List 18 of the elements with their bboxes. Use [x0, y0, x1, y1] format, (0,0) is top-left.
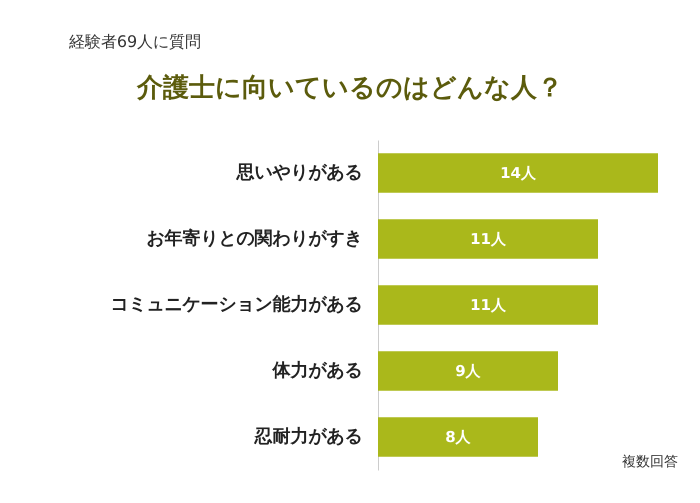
- data-label: 11人: [470, 230, 507, 248]
- data-label: 14人: [500, 164, 537, 182]
- bar: [378, 219, 598, 259]
- data-label: 9人: [455, 362, 482, 380]
- y-tick-label: お年寄りとの関わりがすき: [146, 228, 362, 249]
- annotation: 複数回答: [622, 454, 678, 470]
- y-tick-label: 思いやりがある: [236, 162, 362, 183]
- y-tick-label: 忍耐力がある: [254, 426, 362, 447]
- bar: [378, 351, 558, 391]
- bar: [378, 153, 658, 193]
- y-tick-label: コミュニケーション能力がある: [110, 294, 362, 315]
- text: 経験者69人に質問: [68, 32, 202, 51]
- bar: [378, 285, 598, 325]
- y-tick-label: 体力がある: [272, 360, 362, 381]
- chart-title: 介護士に向いているのはどんな人？: [136, 73, 563, 103]
- data-label: 11人: [470, 296, 507, 314]
- bar: [378, 417, 538, 457]
- data-label: 8人: [445, 428, 472, 446]
